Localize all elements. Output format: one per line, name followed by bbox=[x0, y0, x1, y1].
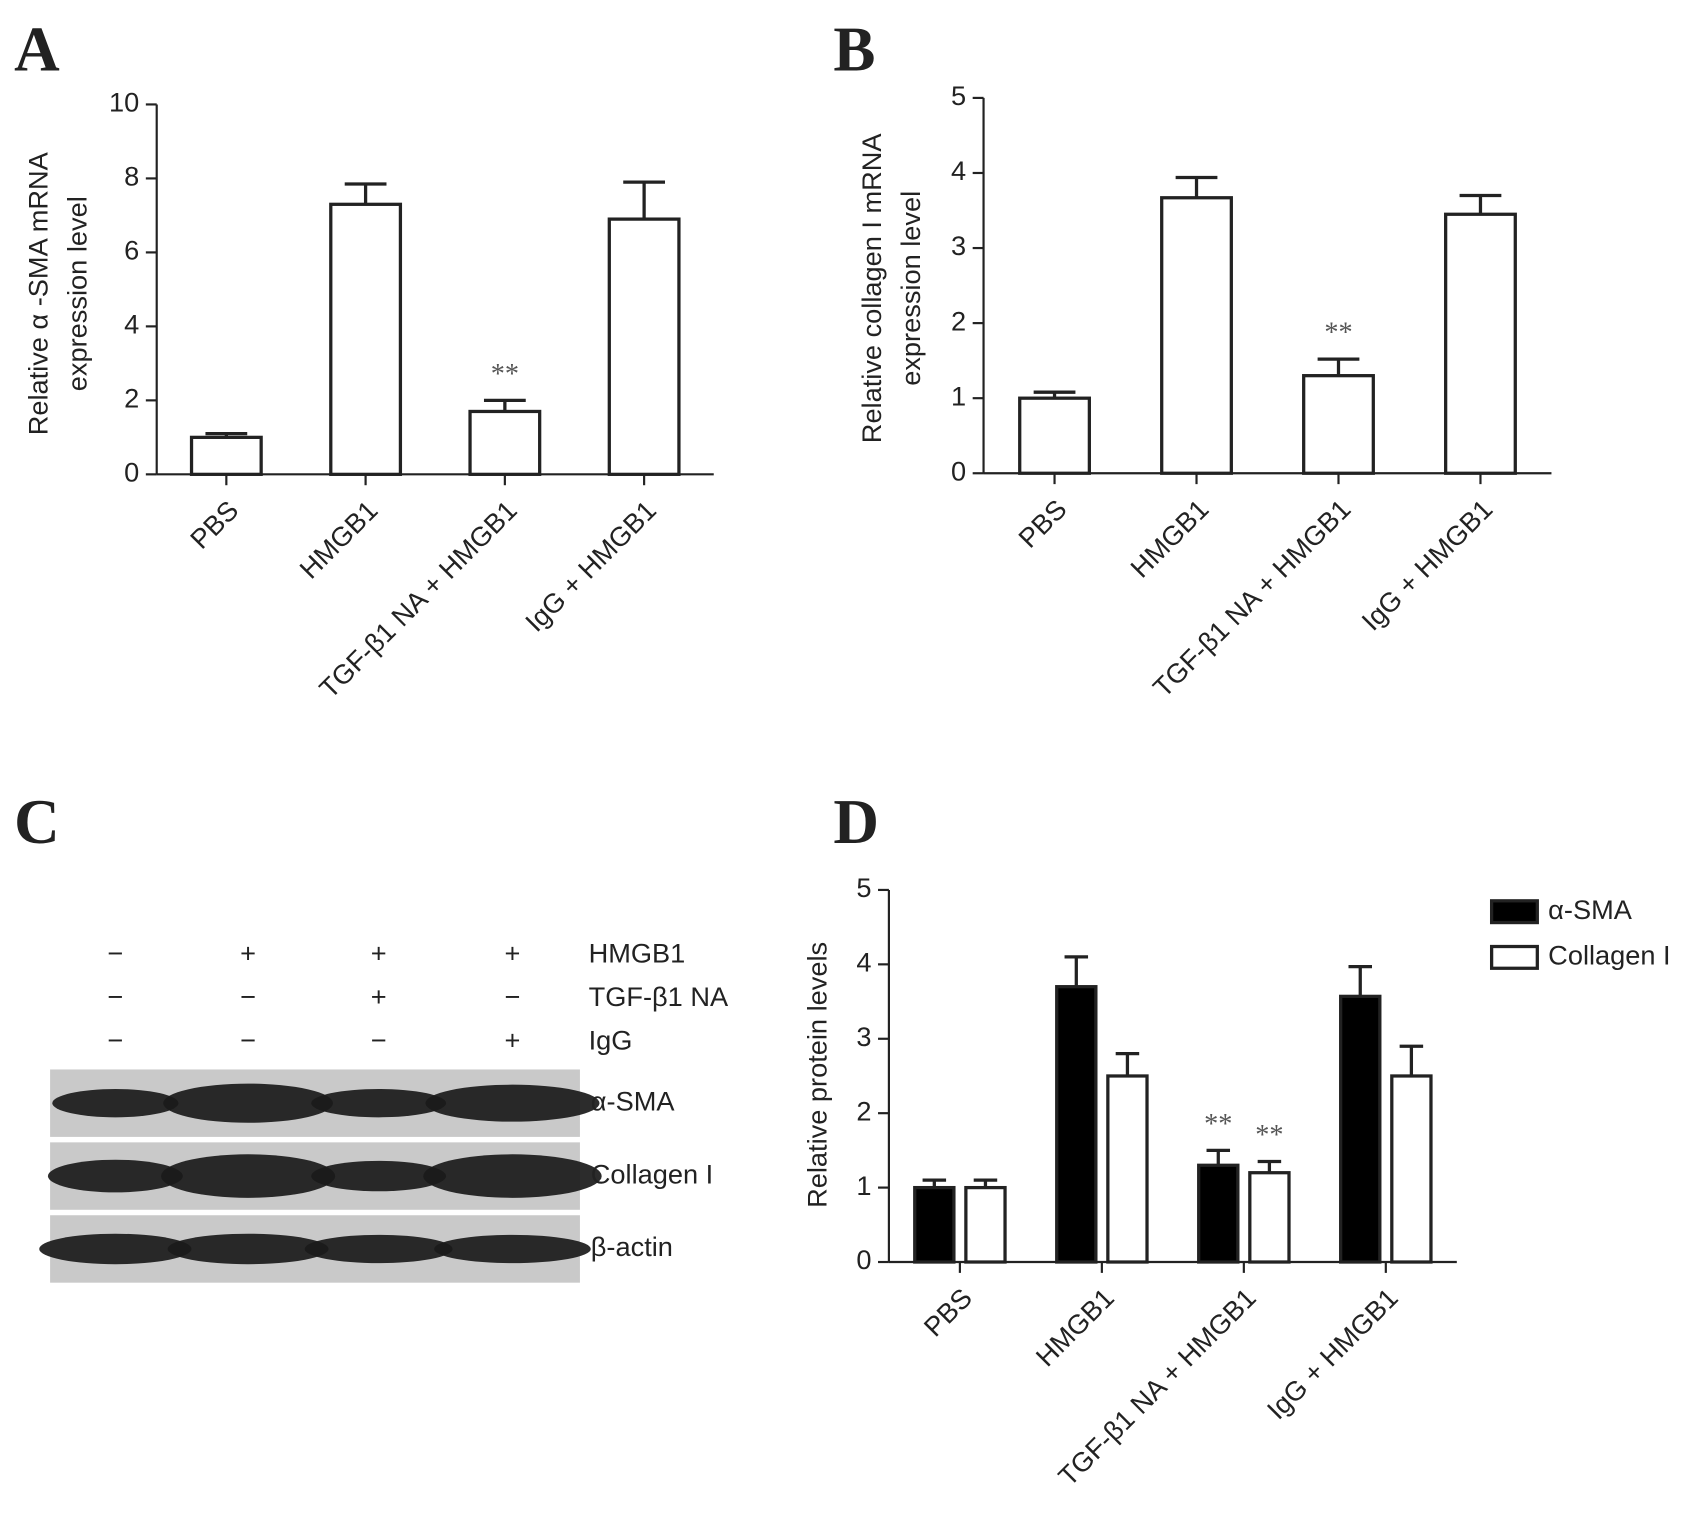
treatment-sign: − bbox=[107, 1024, 123, 1055]
x-tick-label: IgG + HMGB1 bbox=[1261, 1282, 1404, 1425]
treatment-sign: − bbox=[240, 1024, 256, 1055]
panel-label: A bbox=[14, 15, 60, 85]
y-tick-label: 3 bbox=[856, 1021, 871, 1052]
legend-swatch bbox=[1489, 899, 1539, 925]
blot-band bbox=[163, 1083, 333, 1123]
treatment-sign: − bbox=[371, 1024, 387, 1055]
treatment-sign: + bbox=[240, 937, 256, 968]
treatment-sign: + bbox=[371, 937, 387, 968]
treatment-label: IgG bbox=[589, 1024, 633, 1055]
bar bbox=[1055, 985, 1098, 1264]
significance-label: ** bbox=[1324, 318, 1352, 349]
treatment-sign: − bbox=[107, 981, 123, 1012]
y-tick-label: 10 bbox=[109, 87, 139, 118]
panel-label: C bbox=[14, 787, 60, 857]
panel-label: B bbox=[833, 15, 875, 85]
bar bbox=[1106, 1074, 1149, 1264]
y-tick-label: 2 bbox=[124, 383, 139, 414]
blot-band bbox=[423, 1154, 602, 1198]
blot-band bbox=[425, 1084, 600, 1122]
bar bbox=[189, 435, 263, 476]
band-label: α-SMA bbox=[591, 1085, 676, 1116]
bar bbox=[1160, 196, 1233, 475]
blot-band bbox=[47, 1159, 183, 1193]
blot-band bbox=[52, 1089, 179, 1118]
blot-band bbox=[167, 1233, 329, 1265]
bar bbox=[468, 409, 542, 476]
bar bbox=[1302, 374, 1375, 475]
panel-label: D bbox=[833, 787, 879, 857]
y-tick-label: 4 bbox=[856, 947, 871, 978]
x-tick-label: IgG + HMGB1 bbox=[1355, 493, 1498, 636]
bar bbox=[1197, 1163, 1240, 1264]
x-tick-label: PBS bbox=[1012, 493, 1072, 553]
x-tick-label: HMGB1 bbox=[1030, 1282, 1120, 1372]
bar bbox=[1248, 1171, 1291, 1264]
y-tick-label: 1 bbox=[951, 380, 966, 411]
treatment-sign: − bbox=[240, 981, 256, 1012]
y-tick-label: 8 bbox=[124, 161, 139, 192]
treatment-sign: + bbox=[505, 937, 521, 968]
legend-swatch bbox=[1489, 944, 1539, 970]
x-tick-label: HMGB1 bbox=[293, 494, 383, 584]
y-axis-label: expression level bbox=[62, 196, 93, 391]
significance-label: ** bbox=[1204, 1109, 1232, 1140]
y-tick-label: 4 bbox=[951, 155, 966, 186]
y-axis-label: Relative α -SMA mRNA bbox=[22, 151, 53, 435]
y-tick-label: 0 bbox=[951, 455, 966, 486]
blot-band bbox=[39, 1233, 192, 1265]
y-tick-label: 6 bbox=[124, 235, 139, 266]
y-tick-label: 4 bbox=[124, 309, 139, 340]
treatment-label: TGF-β1 NA bbox=[589, 981, 729, 1012]
blot-band bbox=[311, 1160, 447, 1192]
blot-band bbox=[311, 1089, 447, 1118]
bar bbox=[1444, 212, 1517, 475]
treatment-sign: − bbox=[505, 981, 521, 1012]
treatment-label: HMGB1 bbox=[589, 937, 686, 968]
x-tick-label: PBS bbox=[184, 494, 244, 554]
y-axis-label: Relative protein levels bbox=[801, 942, 832, 1208]
y-axis-label: Relative collagen I mRNA bbox=[856, 133, 887, 444]
y-tick-label: 0 bbox=[856, 1244, 871, 1275]
significance-label: ** bbox=[491, 359, 519, 390]
bar bbox=[964, 1185, 1007, 1264]
blot-band bbox=[161, 1154, 336, 1198]
treatment-sign: + bbox=[371, 981, 387, 1012]
significance-label: ** bbox=[1255, 1120, 1283, 1151]
y-axis-label: expression level bbox=[895, 191, 926, 386]
bar bbox=[1018, 396, 1091, 475]
bar bbox=[607, 217, 681, 476]
band-label: β-actin bbox=[591, 1231, 673, 1262]
y-tick-label: 3 bbox=[951, 230, 966, 261]
y-tick-label: 1 bbox=[856, 1170, 871, 1201]
treatment-sign: + bbox=[505, 1024, 521, 1055]
y-tick-label: 2 bbox=[951, 305, 966, 336]
y-tick-label: 5 bbox=[856, 872, 871, 903]
bar bbox=[1390, 1074, 1433, 1264]
blot-band bbox=[304, 1234, 453, 1264]
x-tick-label: HMGB1 bbox=[1124, 493, 1214, 583]
legend-label: α-SMA bbox=[1548, 894, 1633, 925]
band-label: Collagen I bbox=[591, 1158, 713, 1189]
bar bbox=[329, 202, 403, 476]
y-tick-label: 5 bbox=[951, 80, 966, 111]
bar bbox=[1339, 994, 1382, 1264]
x-tick-label: PBS bbox=[918, 1282, 978, 1342]
bar bbox=[913, 1185, 956, 1264]
x-tick-label: IgG + HMGB1 bbox=[519, 494, 662, 637]
treatment-sign: − bbox=[107, 937, 123, 968]
y-tick-label: 2 bbox=[856, 1095, 871, 1126]
legend-label: Collagen I bbox=[1548, 940, 1670, 971]
y-tick-label: 0 bbox=[124, 457, 139, 488]
blot-band bbox=[434, 1234, 591, 1264]
